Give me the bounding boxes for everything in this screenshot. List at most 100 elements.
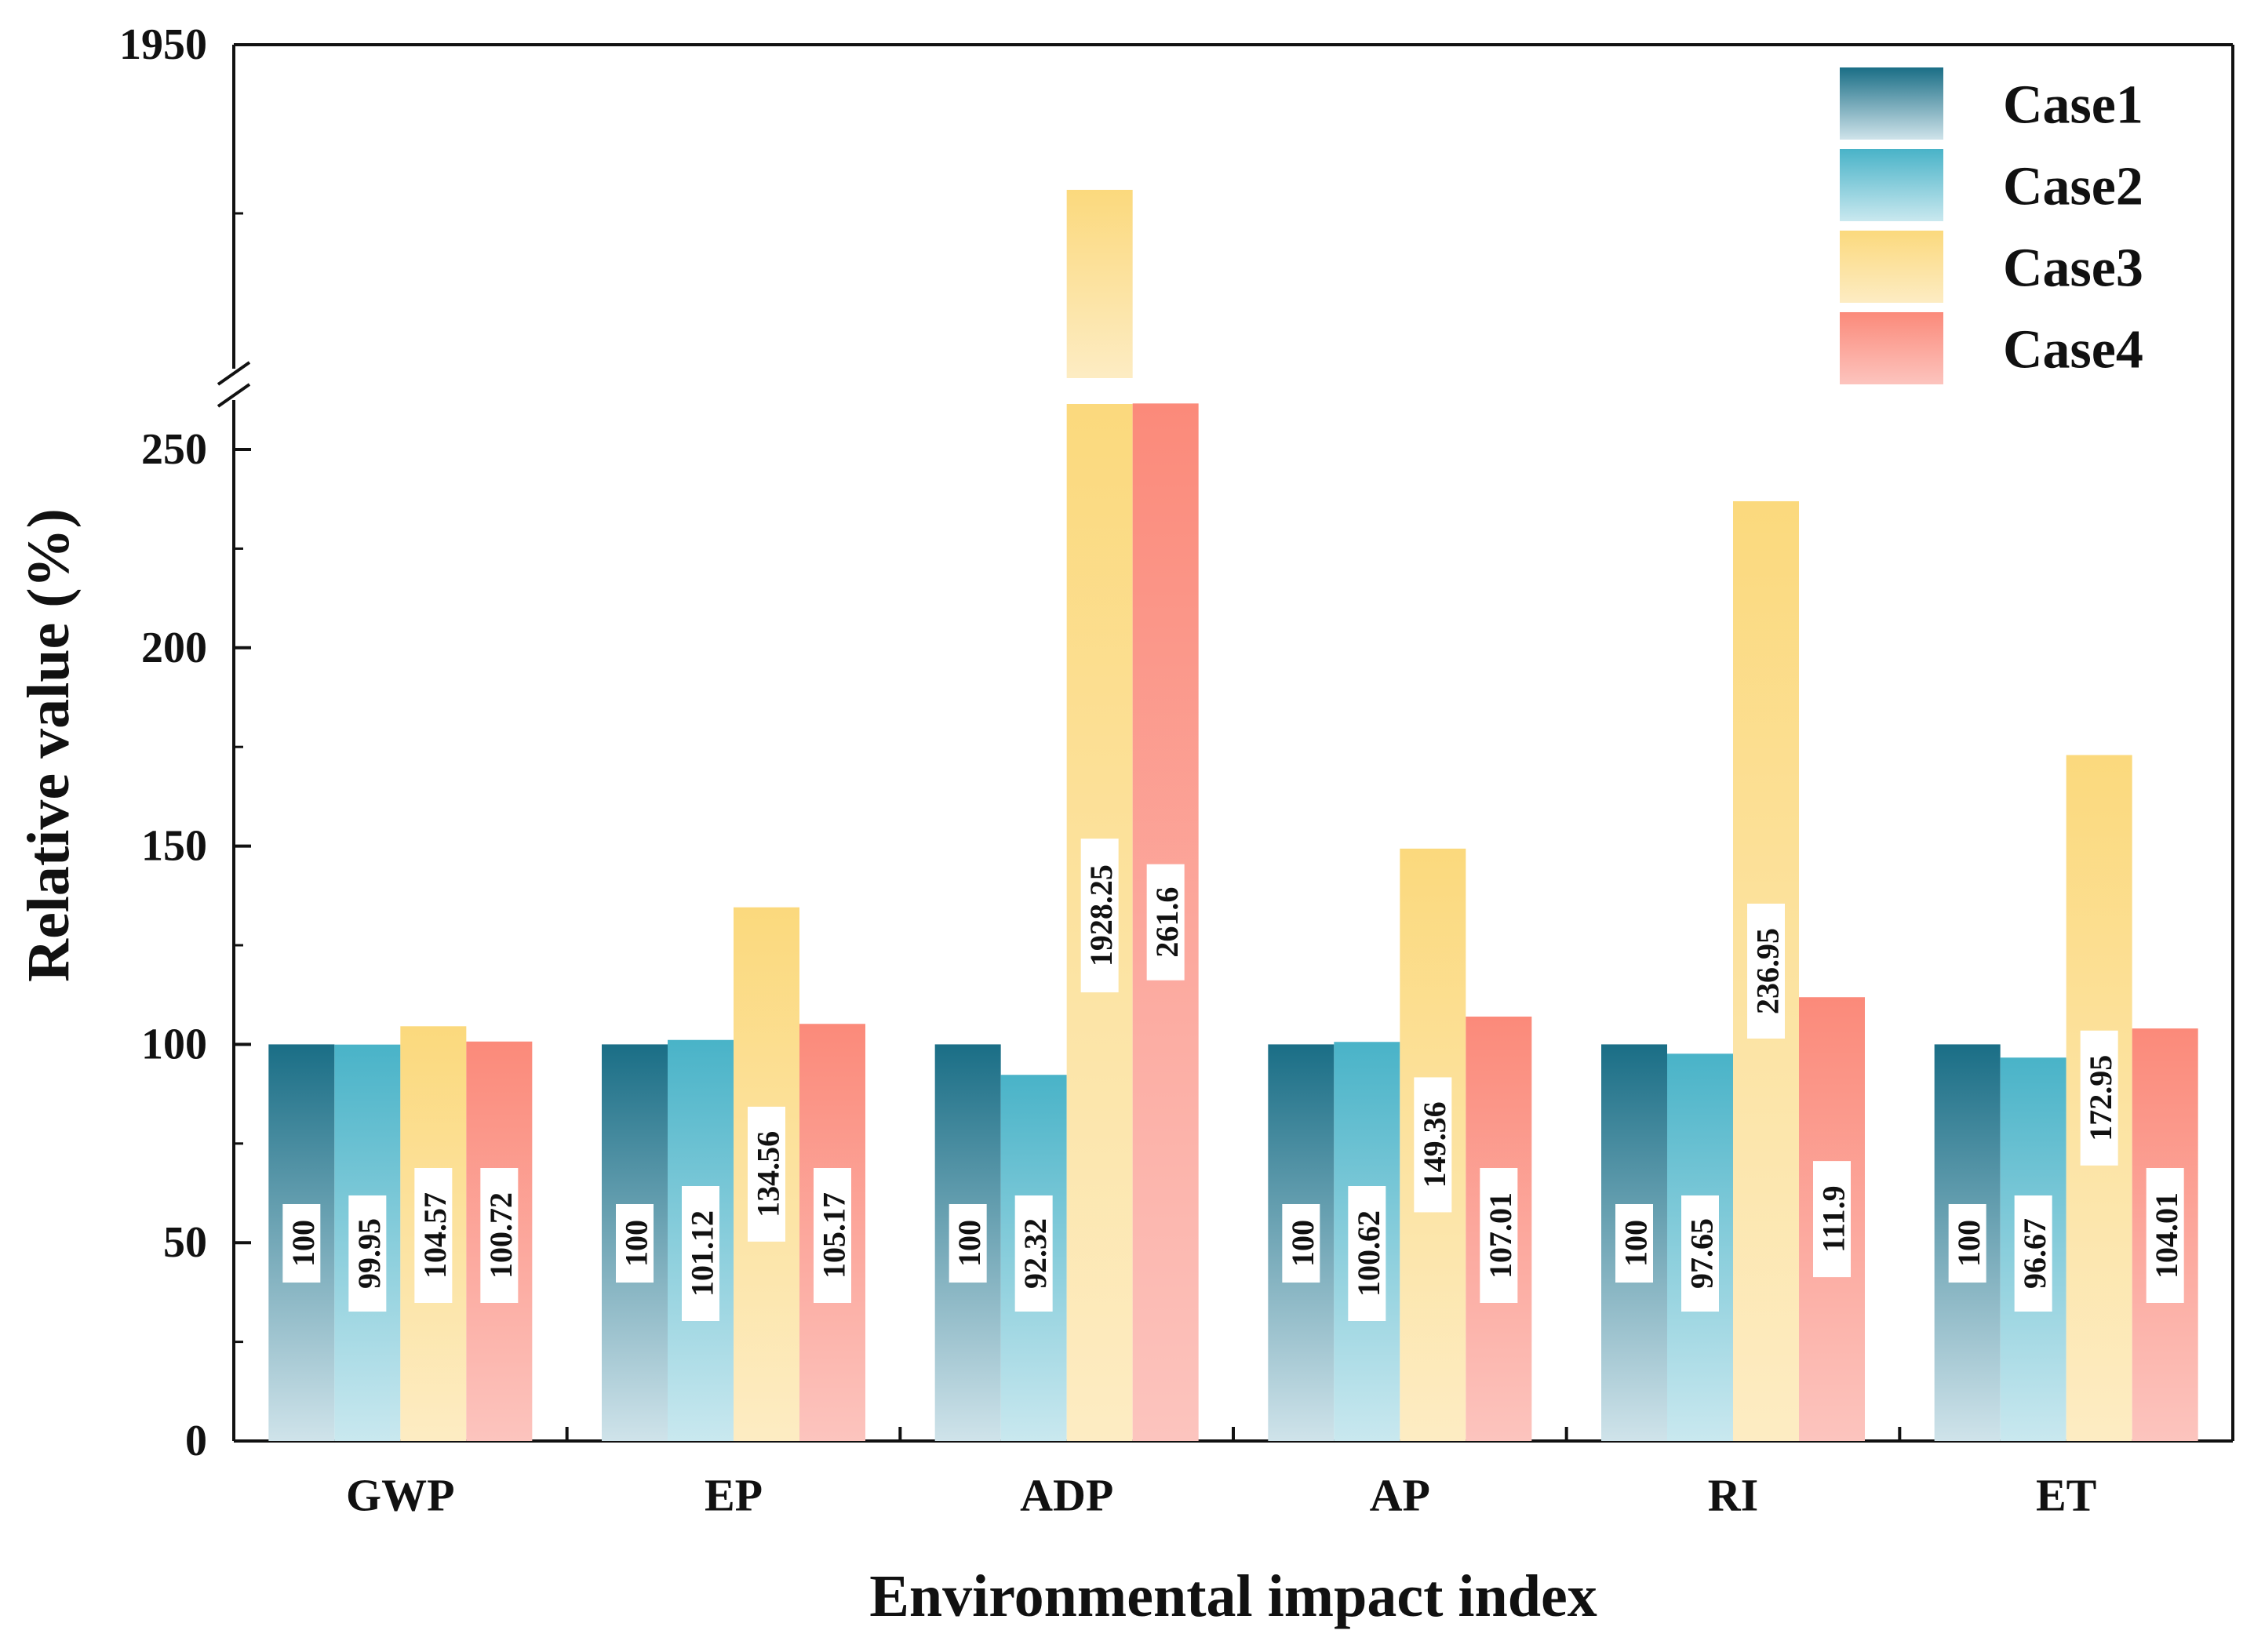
data-label-case2-ap: 100.62 [1348,1186,1386,1321]
data-label-text: 1928.25 [1083,864,1119,966]
data-label-text: 100 [1285,1220,1320,1267]
legend-swatch-case3 [1840,231,1943,303]
x-tick-label-ap: AP [1370,1470,1430,1521]
data-label-text: 172.95 [2083,1055,2118,1141]
data-label-box [1414,1077,1452,1213]
data-label-box [1948,1204,1986,1283]
x-tick-label-gwp: GWP [346,1470,455,1521]
data-label-box [1282,1204,1320,1283]
data-label-text: 100.62 [1351,1210,1386,1297]
data-label-case1-ep: 100 [616,1204,654,1283]
data-label-case2-ep: 101.12 [682,1186,720,1321]
data-label-box [814,1168,851,1303]
data-label-box [1080,839,1119,993]
x-tick-label-et: ET [2036,1470,2096,1521]
data-label-text: 261.6 [1149,887,1185,958]
data-label-box [1681,1195,1719,1312]
data-label-box [414,1168,453,1303]
data-label-case4-adp: 261.6 [1146,864,1185,981]
data-label-box [1615,1204,1653,1283]
data-label-text: 100.72 [483,1192,519,1279]
data-label-box [2080,1030,2118,1166]
legend-label-case3: Case3 [2003,238,2143,299]
data-label-box [2146,1168,2184,1303]
bar-case3-adp-upper [1066,190,1133,378]
y-axis-ticks: 0 50 100 150 200 250 [141,212,251,1465]
data-label-case2-et: 96.67 [2014,1195,2052,1312]
y-tick-label-250: 250 [141,425,207,474]
data-label-text: 105.17 [817,1192,852,1279]
data-label-text: 100 [952,1220,987,1267]
data-label-case3-ri: 236.95 [1747,903,1786,1039]
data-label-text: 104.01 [2149,1192,2184,1279]
data-label-box [480,1168,519,1303]
data-label-box [1146,864,1185,981]
data-label-text: 236.95 [1750,928,1786,1014]
data-label-case1-ri: 100 [1615,1204,1654,1283]
legend-swatch-case4 [1840,312,1943,384]
legend-label-case1: Case1 [2003,75,2143,136]
x-axis-ticks: GWP EP ADP AP RI ET [346,1427,2096,1521]
data-label-case1-adp: 100 [949,1204,987,1283]
data-label-case1-gwp: 100 [282,1204,321,1283]
data-label-case2-gwp: 99.95 [348,1195,387,1312]
data-label-case4-ap: 107.01 [1480,1168,1518,1303]
data-label-text: 100 [619,1220,654,1267]
y-tick-label-0: 0 [185,1417,207,1465]
legend: Case1 Case2 Case3 Case4 [1840,67,2143,384]
axis-break-mark-upper [217,361,251,386]
data-label-text: 111.9 [1816,1185,1852,1253]
data-label-text: 97.65 [1684,1218,1720,1289]
data-label-case3-et: 172.95 [2080,1030,2118,1166]
data-label-case4-ri: 111.9 [1813,1161,1852,1278]
axis-break-mark-lower [217,383,251,408]
data-label-case3-adp: 1928.25 [1080,839,1119,993]
y-tick-label-50: 50 [163,1218,207,1267]
data-labels-layer: 100 99.95 104.57 100.72 100 101.12 134.56 105.1… [282,839,2184,1321]
data-label-text: 100 [286,1220,321,1267]
data-label-box [949,1204,987,1283]
data-label-case2-adp: 92.32 [1014,1195,1053,1312]
data-label-box [748,1106,785,1242]
data-label-case4-gwp: 100.72 [480,1168,519,1303]
data-label-box [1813,1161,1851,1278]
y-tick-label-100: 100 [141,1020,207,1068]
data-label-text: 101.12 [685,1210,720,1297]
data-label-box [2014,1195,2052,1312]
data-label-text: 96.67 [2017,1218,2052,1289]
x-axis-title: Environmental impact index [869,1563,1597,1629]
data-label-text: 149.36 [1417,1101,1452,1188]
legend-label-case4: Case4 [2003,320,2143,380]
data-label-case3-ep: 134.56 [748,1106,786,1242]
data-label-case4-ep: 105.17 [814,1168,852,1303]
legend-swatch-case2 [1840,149,1943,221]
data-label-case1-ap: 100 [1282,1204,1320,1283]
data-label-box [282,1204,321,1283]
data-label-text: 100 [1951,1220,1986,1267]
data-label-case2-ri: 97.65 [1681,1195,1720,1312]
data-label-box [1747,903,1785,1039]
x-tick-label-ri: RI [1708,1470,1758,1521]
data-label-case3-ap: 149.36 [1414,1077,1452,1213]
x-tick-label-adp: ADP [1020,1470,1113,1521]
y-tick-label-upper: 1950 [119,20,207,69]
data-label-case3-gwp: 104.57 [414,1168,453,1303]
data-label-text: 99.95 [351,1218,387,1289]
data-label-box [1480,1168,1518,1303]
data-label-text: 107.01 [1483,1192,1518,1279]
data-label-text: 100 [1619,1220,1654,1267]
y-tick-label-200: 200 [141,624,207,672]
data-label-box [682,1186,719,1321]
legend-swatch-case1 [1840,67,1943,140]
data-label-case1-et: 100 [1948,1204,1986,1283]
data-label-case4-et: 104.01 [2146,1168,2184,1303]
data-label-box [348,1195,387,1312]
x-tick-label-ep: EP [705,1470,763,1521]
data-label-text: 134.56 [751,1131,786,1217]
y-tick-label-150: 150 [141,822,207,871]
y-axis-title: Relative value (%) [16,508,82,982]
data-label-box [616,1204,654,1283]
axis-break-marks [217,361,251,408]
data-label-box [1348,1186,1386,1321]
